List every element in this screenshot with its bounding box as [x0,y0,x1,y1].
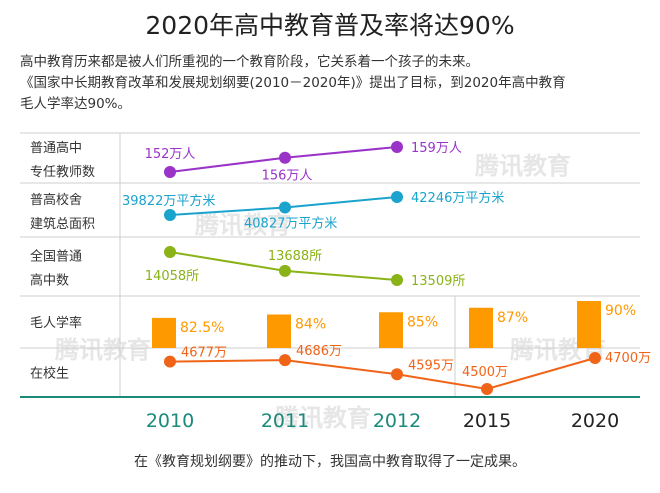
data-label: 159万人 [411,141,462,156]
data-label: 4700万 [605,351,651,366]
row-label: 在校生 [30,366,69,382]
data-label: 42246万平方米 [411,190,504,206]
data-label: 152万人 [145,147,196,162]
series-line [169,357,596,391]
data-point [589,352,601,364]
page-title: 2020年高中教育普及率将达90% [145,11,515,40]
data-point [279,151,291,164]
year-tick-label: 2020 [571,410,619,432]
data-label: 4677万 [181,346,227,361]
row-label: 普通高中 [30,140,82,156]
year-tick-label: 2010 [146,410,194,432]
bar-value-label: 84% [295,317,326,333]
data-point [164,246,176,258]
row-label: 专任教师数 [30,164,95,180]
data-label: 40827万平方米 [244,216,337,232]
data-point [391,141,403,153]
data-point [391,274,403,286]
data-point [164,355,176,368]
year-tick-label: 2012 [373,410,421,432]
data-label: 156万人 [262,169,313,184]
data-label: 4595万 [408,358,454,373]
data-point [481,383,493,395]
data-point [279,201,291,214]
row-label: 全国普通 [30,249,82,265]
intro-text: 高中教育历来都是被人们所重视的一个教育阶段，它关系着一个孩子的未来。 《国家中长… [20,52,640,115]
bar-value-label: 85% [407,314,438,330]
data-label: 13688所 [268,249,322,264]
data-label: 4686万 [296,344,342,359]
data-point [391,191,403,203]
bar-value-label: 87% [497,310,528,326]
data-point [164,166,176,178]
row-label: 建筑总面积 [30,216,95,232]
data-label: 14058所 [145,269,199,284]
row-label: 高中数 [30,273,69,289]
data-point [279,264,291,277]
bar [152,317,176,348]
bar [469,307,493,348]
data-label: 39822万平方米 [122,193,215,209]
intro-line-2: 《国家中长期教育改革和发展规划纲要(2010－2020年)》提出了目标，到202… [20,75,566,91]
intro-line-1: 高中教育历来都是被人们所重视的一个教育阶段，它关系着一个孩子的未来。 [20,54,479,70]
bar-value-label: 82.5% [180,320,224,336]
data-label: 13509所 [411,274,465,289]
year-tick-label: 2011 [261,410,309,432]
data-point [279,354,291,367]
chart-caption: 在《教育规划纲要》的推动下，我国高中教育取得了一定成果。 [134,454,526,470]
row-label: 毛人学率 [30,315,82,331]
intro-line-3: 毛人学率达90%。 [20,96,132,112]
bar-value-label: 90% [605,303,636,319]
data-label: 4500万 [462,365,508,380]
bar [379,312,403,348]
bar [577,301,601,348]
year-tick-label: 2015 [463,410,511,432]
row-label: 普高校舍 [30,192,82,208]
data-point [391,368,403,381]
data-point [164,209,176,221]
bar [267,314,291,348]
